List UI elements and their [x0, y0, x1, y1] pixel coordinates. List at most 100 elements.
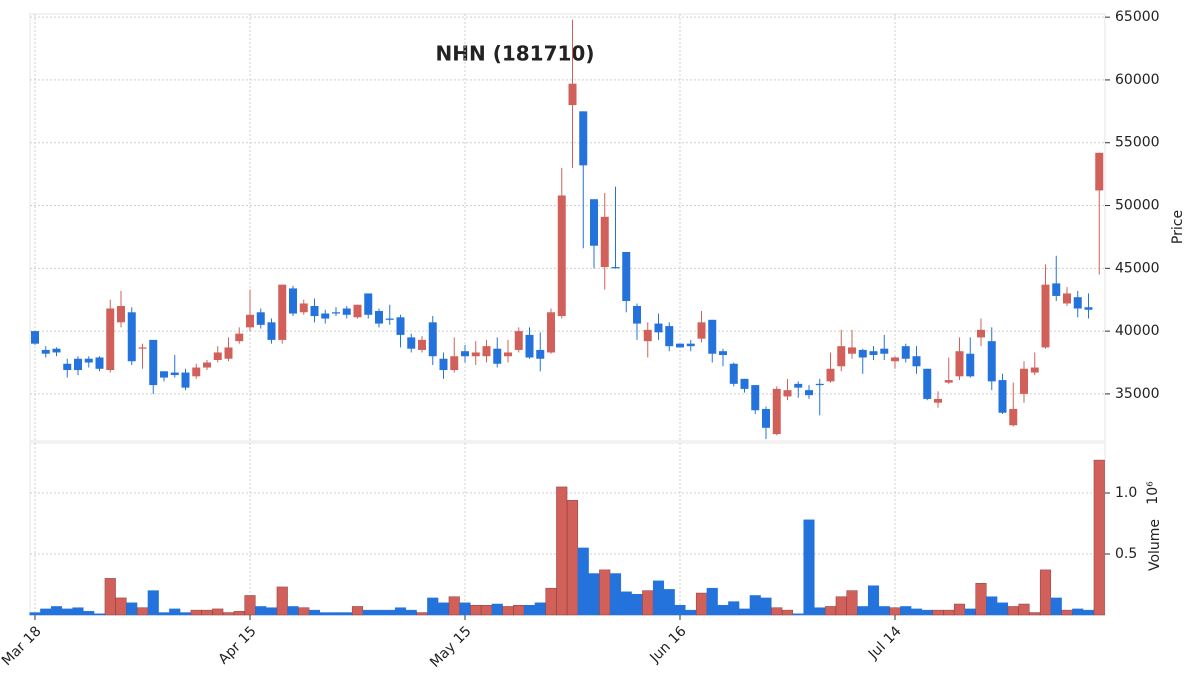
candle-body: [590, 199, 598, 246]
volume-bar: [330, 612, 342, 616]
candle-body: [342, 308, 351, 315]
candle-body: [471, 352, 480, 357]
candle-body: [31, 331, 39, 344]
volume-bar: [72, 607, 84, 616]
volume-bar: [50, 606, 63, 616]
candle-body: [923, 368, 932, 399]
volume-bar: [857, 606, 869, 616]
candle-body: [880, 348, 889, 354]
candle-body: [579, 111, 588, 166]
volume-bar: [384, 609, 396, 616]
candle-body: [364, 293, 373, 315]
volume-bar: [695, 592, 708, 616]
volume-bar: [878, 606, 890, 616]
candle-body: [289, 288, 297, 314]
candle-body: [181, 372, 190, 388]
volume-bar: [308, 609, 321, 616]
candle-body: [353, 304, 362, 318]
volume-bar: [29, 612, 41, 616]
volume-bar: [953, 603, 966, 616]
candle-body: [95, 357, 104, 369]
candle-body: [783, 390, 792, 397]
volume-bar: [1072, 608, 1084, 616]
volume-bar: [631, 594, 643, 616]
volume-bar: [394, 607, 407, 616]
candle-body: [192, 367, 201, 377]
volume-bar: [846, 590, 858, 616]
candle-body: [568, 83, 577, 106]
volume-bar: [534, 602, 546, 616]
candle-body: [955, 351, 964, 377]
volume-bar: [513, 604, 525, 616]
candle-body: [375, 311, 383, 324]
volume-bar: [609, 573, 622, 616]
x-tick-label: Jun 16: [646, 623, 689, 666]
y-axis-label: Price: [1170, 210, 1186, 244]
candle-body: [127, 312, 136, 362]
candle-body: [1095, 152, 1104, 191]
volume-bar: [824, 606, 837, 616]
volume-bar: [40, 608, 52, 616]
volume-axis-label: Volume: [1147, 519, 1163, 571]
volume-bar: [975, 583, 987, 616]
volume-bar: [276, 586, 288, 616]
candle-body: [1041, 284, 1050, 348]
candle-body: [299, 303, 308, 313]
volume-bar: [717, 604, 729, 616]
volume-bar: [910, 608, 923, 616]
volume-bar: [341, 612, 353, 616]
volume-bar: [179, 612, 192, 616]
candle-body: [235, 333, 244, 342]
volume-bar: [728, 601, 740, 616]
volume-bar: [523, 604, 536, 616]
candle-body: [891, 357, 899, 362]
candle-body: [826, 368, 835, 382]
volume-bar: [803, 519, 815, 616]
candle-body: [858, 349, 867, 358]
volume-bar: [599, 569, 611, 616]
volume-bar: [405, 609, 417, 616]
volume-bar: [706, 587, 718, 616]
y-tick-label: 55000: [1115, 135, 1160, 151]
candle-body: [837, 346, 846, 367]
candle-body: [246, 314, 254, 328]
candle-body: [719, 351, 727, 355]
candle-body: [84, 358, 93, 363]
volume-bar: [298, 607, 310, 616]
candle-body: [805, 390, 813, 396]
candle-body: [697, 322, 706, 339]
volume-bar: [652, 580, 665, 616]
volume-bar: [437, 602, 450, 616]
candle-body: [514, 331, 523, 350]
volume-bar: [147, 590, 159, 616]
candle-body: [977, 329, 985, 338]
y-tick-label: 40000: [1115, 323, 1160, 339]
candle-body: [944, 380, 953, 383]
volume-bar: [93, 613, 106, 616]
candle-body: [869, 351, 878, 355]
volume-bar: [943, 609, 955, 616]
candle-body: [815, 383, 824, 386]
volume-bar: [545, 587, 557, 616]
candle-body: [536, 349, 545, 359]
candle-body: [160, 371, 168, 378]
volume-bar: [480, 604, 493, 616]
candle-body: [117, 305, 125, 323]
candle-body: [934, 398, 942, 403]
candle-body: [557, 195, 566, 317]
chart-title: NHN (181710): [436, 42, 595, 66]
candle-body: [428, 322, 437, 357]
candle-body: [461, 351, 469, 357]
volume-bar: [900, 606, 912, 616]
volume-scale-label: 10⁶: [1145, 481, 1161, 505]
candle-body: [407, 337, 416, 349]
candle-body: [439, 358, 448, 371]
volume-bar: [373, 609, 385, 616]
volume-bar: [674, 604, 686, 616]
volume-bar: [491, 603, 503, 616]
volume-bar: [889, 607, 901, 616]
candle-body: [654, 323, 663, 333]
volume-bar: [932, 609, 944, 616]
y-tick-label: 35000: [1115, 386, 1160, 402]
